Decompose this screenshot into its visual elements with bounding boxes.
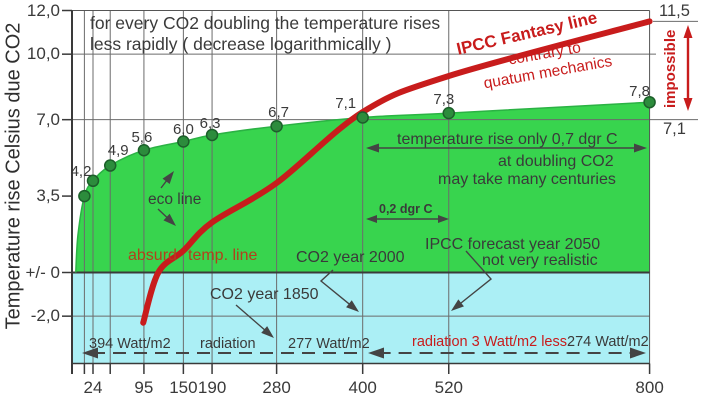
eco-data-point (137, 143, 151, 157)
arrow-line (157, 208, 171, 222)
eco-point-value: 7,8 (629, 83, 651, 101)
co2-year-2000-label: CO2 year 2000 (296, 249, 405, 266)
watt-277-label: 277 Watt/m2 (288, 336, 370, 352)
y-tick-label: -2,0 (30, 306, 60, 326)
temp-rise-span-arrow (366, 143, 647, 153)
dgr02-span-arrow (366, 215, 449, 223)
arrow-line (160, 176, 170, 189)
y-axis-title: Temperature rise Celsius due CO2 (2, 22, 25, 330)
below-zero-band (72, 272, 650, 364)
arrowhead (683, 98, 693, 111)
x-tick-label: 24 (83, 378, 103, 397)
at-doubling-annotation: at doubling CO2 (498, 153, 614, 170)
eco-data-point (270, 119, 283, 133)
arrowhead (630, 347, 646, 359)
absurd-label: absurd (128, 247, 177, 264)
eco-point-value: 6,0 (172, 120, 194, 138)
x-tick-label: 280 (262, 378, 291, 397)
y-tick-label: 12,0 (26, 0, 60, 20)
radiation-left-arrow (82, 347, 357, 359)
watt-394-label: 394 Watt/m2 (89, 336, 171, 352)
chart-title-line2: less rapidly ( decrease logarithmically … (90, 34, 392, 54)
eco-data-point (356, 111, 369, 124)
arrow-line (456, 250, 493, 307)
x-tick-label: 520 (434, 378, 463, 397)
eco-data-point (205, 128, 219, 142)
ipcc-forecast-annotation-line2: not very realistic (482, 252, 598, 269)
many-centuries-annotation: may take many centuries (438, 171, 616, 188)
radiation-label: radiation (200, 336, 256, 352)
eco-line-label: eco line (148, 191, 202, 208)
eco-line-lower-arrow (157, 208, 176, 226)
x-tick-label: 190 (197, 378, 227, 397)
eco-data-point (643, 95, 656, 109)
eco-point-value: 7,3 (433, 91, 455, 109)
arrowhead (634, 143, 647, 153)
ipcc-2050-arrow (451, 250, 493, 311)
eco-point-value: 5,6 (131, 129, 153, 147)
eco-data-point (78, 189, 91, 203)
eco-point-value: 4,9 (107, 141, 129, 159)
eco-data-point (103, 159, 117, 172)
gridlines (72, 10, 698, 364)
value-7-1-label: 7,1 (663, 120, 686, 138)
arrow-line (235, 304, 269, 334)
arrowhead (438, 215, 449, 223)
arrowhead (683, 25, 693, 38)
x-tick-label: 800 (635, 378, 664, 397)
eco-data-point (442, 106, 456, 120)
eco-data-point (86, 174, 100, 188)
temp-rise-annotation: temperature rise only 0,7 dgr C (397, 131, 618, 148)
axis-ticks (62, 9, 651, 374)
x-tick-label: 400 (348, 378, 377, 397)
eco-line-upper-arrow (160, 171, 174, 189)
ipcc-fantasy-curve (140, 18, 653, 326)
eco-point-value: 6,3 (199, 115, 221, 132)
impossible-arrow (683, 25, 693, 111)
x-tick-label: 95 (134, 378, 154, 397)
eco-data-points (78, 95, 656, 203)
co2-year-1850-label: CO2 year 1850 (210, 286, 319, 303)
temp-line-label: temp. line (188, 247, 258, 264)
arrowhead (82, 347, 98, 359)
value-11-5-label: 11,5 (659, 2, 690, 20)
chart-title-line1: for every CO2 doubling the temperature r… (90, 13, 441, 33)
x-tick-label: 150 (169, 378, 198, 397)
co2-1850-arrow (235, 304, 274, 338)
arrowhead (366, 215, 377, 223)
watt-274-label: 274 Watt/m2 (567, 334, 649, 350)
eco-data-point (177, 135, 190, 148)
y-tick-label: 3,5 (36, 186, 60, 206)
radiation-span-arrow (368, 347, 646, 359)
eco-point-value: 4,2 (70, 162, 92, 180)
arrow-line (319, 269, 354, 308)
radiation-less-label: radiation 3 Watt/m2 less (412, 334, 567, 350)
impossible-label: impossible (662, 29, 679, 108)
arrowhead (368, 347, 384, 359)
y-tick-label: +/- 0 (25, 262, 61, 282)
arrowhead (366, 143, 379, 153)
eco-point-value: 6,7 (268, 104, 290, 122)
eco-point-value: 7,1 (335, 94, 357, 112)
dgr-0-2-annotation: 0,2 dgr C (379, 202, 433, 216)
co2-2000-arrow (319, 269, 359, 312)
y-tick-label: 10,0 (26, 44, 60, 64)
ipcc-forecast-annotation-line1: IPCC forecast year 2050 (425, 236, 601, 253)
y-tick-label: 7,0 (36, 109, 60, 129)
